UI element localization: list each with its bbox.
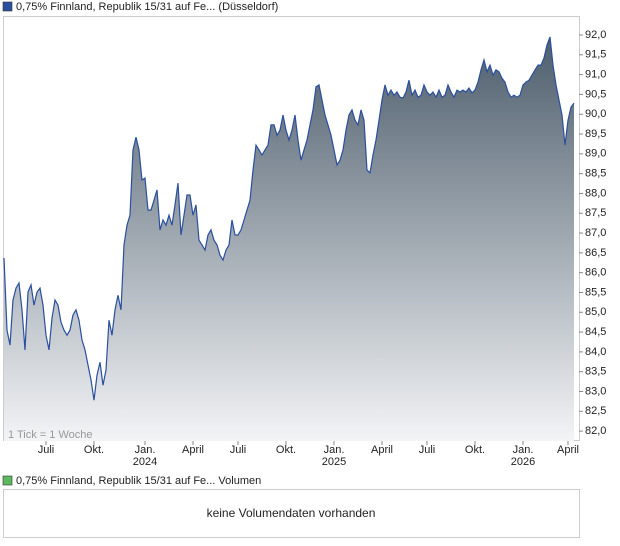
annotation: 1 Tick = 1 Woche bbox=[8, 429, 92, 441]
x-tick-label: Juli bbox=[230, 444, 247, 456]
y-tick-label: 86,0 bbox=[585, 267, 606, 279]
legend-swatch bbox=[2, 1, 13, 12]
legend-label: 0,75% Finnland, Republik 15/31 auf Fe...… bbox=[16, 1, 278, 13]
y-tick-label: 87,5 bbox=[585, 207, 606, 219]
x-tick-label: Jan. bbox=[135, 444, 156, 456]
y-tick-label: 92,0 bbox=[585, 29, 606, 41]
x-tick-label: April bbox=[371, 444, 393, 456]
x-tick-label: April bbox=[557, 444, 579, 456]
x-tick-label: Okt. bbox=[276, 444, 296, 456]
x-tick-year: 2024 bbox=[133, 456, 157, 468]
y-tick-label: 83,0 bbox=[585, 385, 606, 397]
plot-area bbox=[3, 36, 575, 441]
x-tick-label: Juli bbox=[38, 444, 55, 456]
area-fill bbox=[4, 37, 574, 441]
y-tick-label: 84,5 bbox=[585, 326, 606, 338]
volume-frame bbox=[3, 489, 580, 538]
y-tick-label: 91,0 bbox=[585, 69, 606, 81]
legend-label: 0,75% Finnland, Republik 15/31 auf Fe...… bbox=[16, 475, 261, 487]
y-tick-label: 90,0 bbox=[585, 108, 606, 120]
x-tick-label: Okt. bbox=[84, 444, 104, 456]
y-tick-label: 84,0 bbox=[585, 346, 606, 358]
y-tick-label: 91,5 bbox=[585, 49, 606, 61]
volume-message: keine Volumendaten vorhanden bbox=[207, 506, 376, 520]
price-line bbox=[3, 36, 575, 401]
x-tick-label: Jan. bbox=[513, 444, 534, 456]
x-tick-label: Jan. bbox=[324, 444, 345, 456]
y-tick-label: 88,0 bbox=[585, 187, 606, 199]
y-tick-label: 90,5 bbox=[585, 88, 606, 100]
y-tick-label: 82,0 bbox=[585, 425, 606, 437]
y-tick-label: 89,5 bbox=[585, 128, 606, 140]
y-tick-label: 89,0 bbox=[585, 148, 606, 160]
x-tick-label: April bbox=[182, 444, 204, 456]
y-tick-label: 85,5 bbox=[585, 286, 606, 298]
y-tick-label: 82,5 bbox=[585, 405, 606, 417]
y-tick-label: 87,0 bbox=[585, 227, 606, 239]
x-tick-year: 2026 bbox=[511, 456, 535, 468]
legend-swatch bbox=[2, 475, 13, 486]
x-tick-year: 2025 bbox=[322, 456, 346, 468]
y-tick-label: 83,5 bbox=[585, 366, 606, 378]
y-tick-label: 88,5 bbox=[585, 168, 606, 180]
x-tick-label: Juli bbox=[419, 444, 436, 456]
y-tick-label: 85,0 bbox=[585, 306, 606, 318]
y-tick-label: 86,5 bbox=[585, 247, 606, 259]
x-tick-label: Okt. bbox=[465, 444, 485, 456]
